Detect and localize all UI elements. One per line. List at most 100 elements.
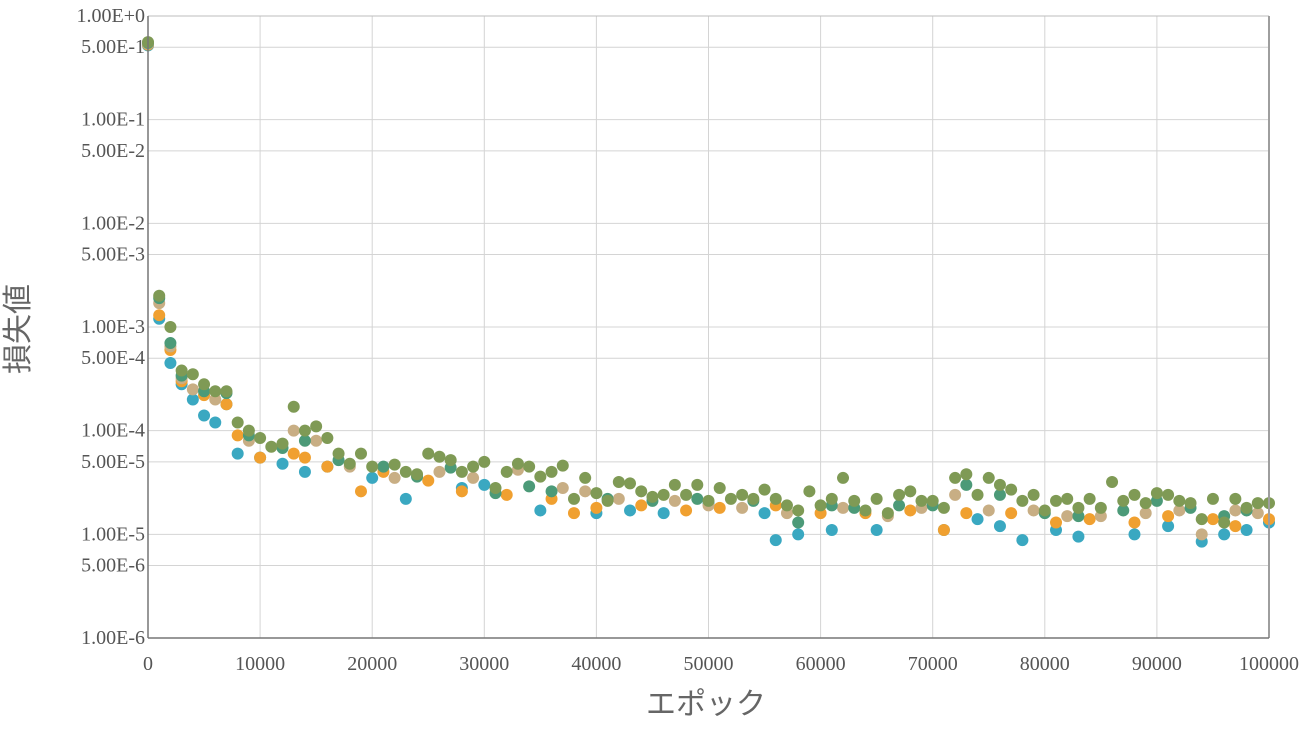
data-point (949, 488, 962, 501)
data-point (1206, 492, 1219, 505)
data-point (1206, 513, 1219, 526)
x-tick-label: 70000 (908, 653, 958, 675)
data-point (556, 459, 569, 472)
data-point (242, 424, 255, 437)
data-point (298, 424, 311, 437)
data-point (680, 504, 693, 517)
data-point (164, 337, 177, 350)
data-point (1162, 510, 1175, 523)
data-point (310, 420, 323, 433)
data-point (915, 494, 928, 507)
y-tick-label: 1.00E+0 (77, 5, 146, 27)
data-point (298, 465, 311, 478)
data-point (444, 454, 457, 467)
data-point (691, 478, 704, 491)
data-point (511, 457, 524, 470)
y-axis-ticks: 1.00E+0 5.00E-1 1.00E-1 5.00E-2 1.00E-2 5.00E… (77, 5, 146, 649)
data-point (837, 471, 850, 484)
data-point (310, 434, 323, 447)
data-point (186, 368, 199, 381)
data-point (1150, 487, 1163, 500)
y-tick-label: 5.00E-5 (81, 451, 145, 473)
data-point (1061, 510, 1074, 523)
data-point (668, 494, 681, 507)
data-point (635, 499, 648, 512)
data-point (1005, 483, 1018, 496)
y-tick-label: 5.00E-1 (81, 36, 145, 58)
data-point (1251, 497, 1264, 510)
data-point (422, 447, 435, 460)
data-point (1139, 507, 1152, 520)
data-point (1106, 475, 1119, 488)
data-point (579, 471, 592, 484)
x-tick-label: 40000 (571, 653, 621, 675)
data-point (1173, 494, 1186, 507)
data-point (1128, 528, 1141, 541)
data-point (321, 460, 334, 473)
data-point (500, 488, 513, 501)
data-point (960, 507, 973, 520)
data-point (209, 393, 222, 406)
data-point (231, 429, 244, 442)
data-point (1094, 510, 1107, 523)
data-point (870, 524, 883, 537)
data-point (926, 494, 939, 507)
data-point (769, 534, 782, 547)
data-point (971, 488, 984, 501)
data-point (567, 507, 580, 520)
data-point (657, 488, 670, 501)
data-point (321, 431, 334, 444)
data-point (792, 516, 805, 529)
data-point (624, 504, 637, 517)
data-point (489, 481, 502, 494)
data-point (422, 474, 435, 487)
data-point (904, 485, 917, 498)
data-point (870, 492, 883, 505)
data-point (1005, 507, 1018, 520)
data-point (1083, 492, 1096, 505)
data-point (567, 492, 580, 505)
data-point (893, 488, 906, 501)
data-point (825, 492, 838, 505)
data-point (1229, 520, 1242, 533)
data-point (769, 492, 782, 505)
data-point (411, 468, 424, 481)
data-point (736, 488, 749, 501)
data-point (231, 416, 244, 429)
data-point (747, 492, 760, 505)
data-point (1173, 504, 1186, 517)
x-tick-label: 80000 (1020, 653, 1070, 675)
data-point (736, 501, 749, 514)
data-point (354, 485, 367, 498)
data-point (399, 492, 412, 505)
data-point (657, 507, 670, 520)
data-point (455, 465, 468, 478)
grid-lines (147, 15, 1270, 639)
data-point (254, 451, 267, 464)
data-point (366, 460, 379, 473)
data-point (713, 501, 726, 514)
data-point (904, 504, 917, 517)
data-point (1094, 501, 1107, 514)
data-point (982, 504, 995, 517)
data-point (758, 483, 771, 496)
data-point (691, 492, 704, 505)
data-point (1240, 501, 1253, 514)
data-point (1128, 488, 1141, 501)
data-point (1128, 516, 1141, 529)
data-point (1229, 492, 1242, 505)
data-point (1195, 528, 1208, 541)
data-point (579, 485, 592, 498)
data-point (198, 378, 211, 391)
data-point (556, 481, 569, 494)
data-point (433, 465, 446, 478)
data-point (467, 471, 480, 484)
x-tick-label: 90000 (1132, 653, 1182, 675)
data-point (612, 492, 625, 505)
data-point (668, 478, 681, 491)
data-point (209, 416, 222, 429)
data-point (388, 458, 401, 471)
data-point (758, 507, 771, 520)
data-point (287, 400, 300, 413)
